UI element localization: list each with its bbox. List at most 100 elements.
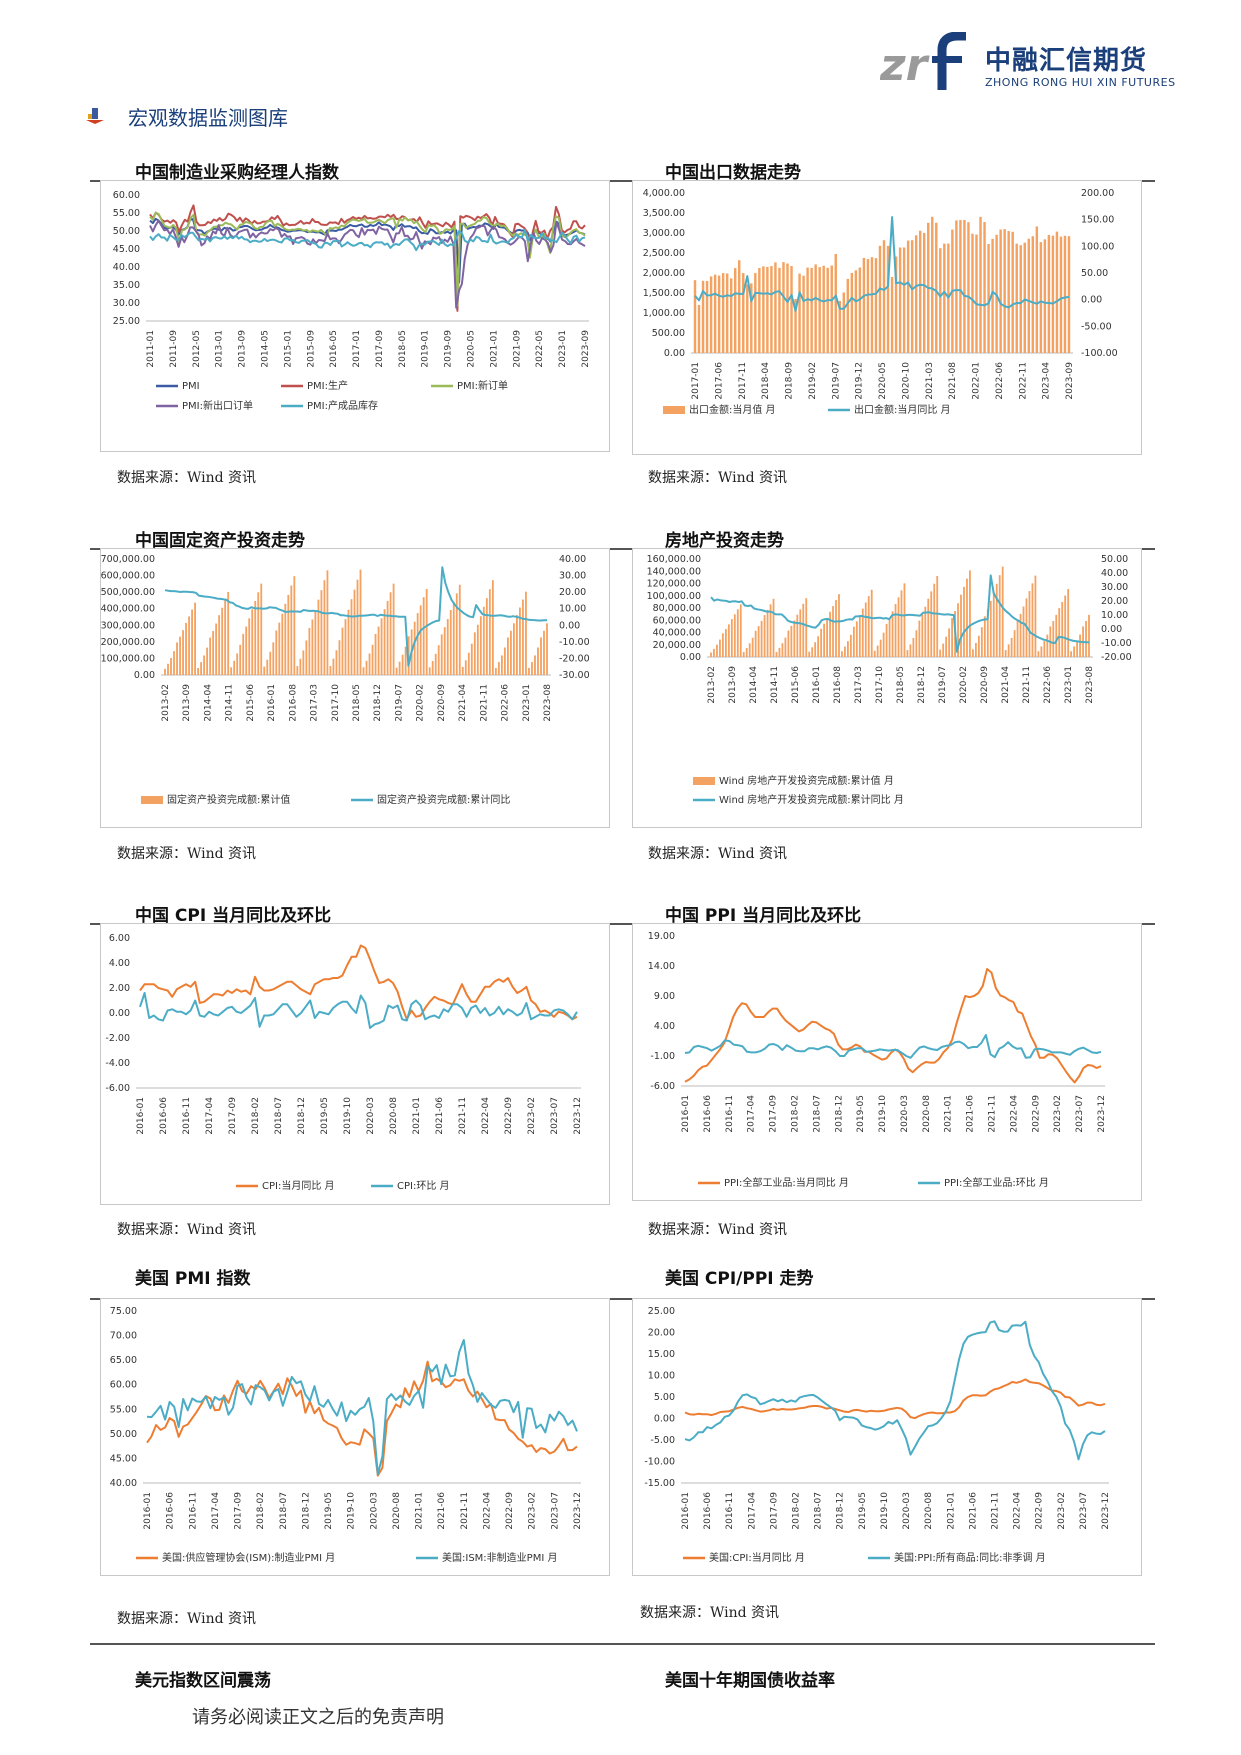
chart-bar xyxy=(1085,620,1087,657)
x-tick-label: 2017-01 xyxy=(691,362,701,400)
y-tick-label: 25.00 xyxy=(113,316,140,327)
section-bullet-icon xyxy=(86,108,104,124)
x-tick-label: 2023-07 xyxy=(550,1492,560,1530)
chart-bar xyxy=(998,575,1001,657)
chart-bar xyxy=(751,637,754,657)
x-tick-label: 2017-10 xyxy=(875,666,885,704)
legend-swatch xyxy=(693,777,715,785)
chart-bar xyxy=(873,650,876,657)
y-tick-label: 20,000.00 xyxy=(653,640,701,651)
chart-bar xyxy=(531,662,533,675)
x-tick-label: 2021-03 xyxy=(925,362,935,400)
chart-bar xyxy=(1007,231,1010,353)
x-tick-label: 2021-11 xyxy=(458,1097,468,1135)
chart-bar xyxy=(772,598,775,657)
x-tick-label: 2018-02 xyxy=(792,1492,802,1530)
x-tick-label: 2023-07 xyxy=(1075,1095,1085,1133)
data-source-ppi-cn: 数据来源：Wind 资讯 xyxy=(648,1222,788,1238)
y-tick-label: 60.00 xyxy=(113,190,140,201)
chart-bar xyxy=(338,640,341,675)
chart-panel-fai-cn: 700,000.00 600,000.00 500,000.00 400,000.00… xyxy=(100,548,610,828)
chart-bar xyxy=(766,609,769,657)
chart-bar xyxy=(1079,634,1081,657)
x-tick-label: 2020-03 xyxy=(369,1492,379,1530)
x-tick-label: 2013-09 xyxy=(182,684,192,722)
series-line xyxy=(694,216,1070,312)
chart-bar xyxy=(215,623,218,675)
legend-label: PPI:全部工业品:当月同比 月 xyxy=(724,1176,849,1189)
x-tick-label: 2022-09 xyxy=(1031,1095,1041,1133)
x-tick-label: 2017-04 xyxy=(747,1492,757,1530)
y-tick-label: -10.00 xyxy=(644,1457,675,1468)
chart-bar xyxy=(748,643,751,657)
x-tick-label: 2018-07 xyxy=(812,1095,822,1133)
chart-bar xyxy=(356,579,359,675)
legend-label: PPI:全部工业品:环比 月 xyxy=(944,1176,1049,1189)
chart-title-export-cn: 中国出口数据走势 xyxy=(665,163,801,183)
y2-tick-label: 30.00 xyxy=(1101,582,1128,593)
chart-bar xyxy=(227,591,230,675)
x-tick-label: 2017-09 xyxy=(234,1492,244,1530)
chart-bar xyxy=(906,240,910,353)
chart-bar xyxy=(790,625,793,657)
chart-bar xyxy=(716,644,718,657)
legend-label: PMI:产成品库存 xyxy=(307,399,378,412)
chart-bar xyxy=(849,634,852,657)
x-tick-label: 2018-05 xyxy=(896,666,906,704)
y2-tick-label: -10.00 xyxy=(1101,638,1132,649)
chart-bar xyxy=(817,636,820,657)
chart-bar xyxy=(425,589,428,675)
chart-pmi-us: 75.00 70.00 65.00 60.00 55.00 50.00 45.00 40.00… xyxy=(110,1306,583,1564)
chart-bar xyxy=(852,626,855,657)
chart-bar xyxy=(314,610,317,675)
x-tick-label: 2020-05 xyxy=(467,330,477,368)
x-tick-label: 2023-01 xyxy=(1064,666,1074,704)
chart-bar xyxy=(784,637,787,657)
y-tick-label: -15.00 xyxy=(644,1478,675,1489)
chart-bar xyxy=(986,609,989,657)
chart-bar xyxy=(428,667,431,675)
chart-bar xyxy=(760,620,763,657)
x-tick-label: 2018-12 xyxy=(917,666,927,704)
y-tick-label: 200,000.00 xyxy=(101,637,155,648)
chart-bar xyxy=(203,655,206,675)
chart-bar xyxy=(254,600,257,675)
chart-bar xyxy=(179,636,181,675)
chart-bar xyxy=(786,263,789,353)
chart-bar xyxy=(738,260,741,353)
chart-bar xyxy=(798,273,801,353)
chart-bar xyxy=(1070,651,1073,657)
chart-bar xyxy=(1015,243,1018,353)
chart-bar xyxy=(1043,239,1047,353)
chart-bar xyxy=(931,216,934,353)
chart-bar xyxy=(882,632,885,657)
chart-bar xyxy=(822,265,825,353)
chart-bar xyxy=(730,619,733,657)
y-tick-label: 15.00 xyxy=(648,1349,675,1360)
chart-bar xyxy=(272,642,275,675)
chart-bar xyxy=(398,661,401,675)
chart-title-cpippi-us: 美国 CPI/PPI 走势 xyxy=(665,1269,814,1289)
x-tick-label: 2022-04 xyxy=(482,1492,492,1530)
x-tick-label: 2017-03 xyxy=(310,684,320,722)
chart-bar xyxy=(858,267,862,353)
y-tick-label: 0.00 xyxy=(664,348,685,359)
chart-bar xyxy=(885,623,888,657)
chart-bar xyxy=(906,650,909,657)
x-tick-label: 2023-07 xyxy=(550,1097,560,1135)
x-tick-label: 2019-12 xyxy=(855,362,865,400)
y-tick-label: -2.00 xyxy=(105,1033,130,1044)
chart-pmi-cn: 60.00 55.00 50.00 45.00 40.00 35.00 30.00 25.00… xyxy=(113,190,591,412)
x-tick-label: 2019-05 xyxy=(856,1095,866,1133)
y-tick-label: 4.00 xyxy=(654,1021,675,1032)
chart-bar xyxy=(834,253,837,353)
x-tick-label: 2016-01 xyxy=(136,1097,146,1135)
series-line xyxy=(139,992,578,1029)
y-tick-label: -4.00 xyxy=(105,1058,130,1069)
x-tick-label: 2016-01 xyxy=(267,684,277,722)
chart-bar xyxy=(693,280,697,353)
chart-bar xyxy=(963,586,965,657)
series-line xyxy=(149,228,586,252)
chart-bar xyxy=(1037,651,1040,657)
x-tick-label: 2023-12 xyxy=(573,1492,583,1530)
